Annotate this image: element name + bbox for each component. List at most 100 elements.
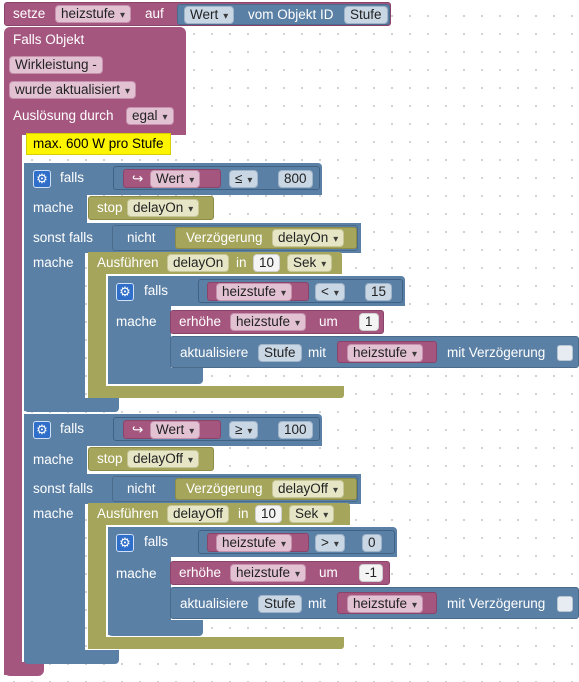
falls-label: falls <box>144 534 169 549</box>
timer-name-field[interactable]: delayOn <box>167 254 230 272</box>
operator-dropdown[interactable]: < <box>315 283 345 301</box>
stop-timer-block[interactable]: stop delayOff <box>88 447 214 471</box>
compare-number[interactable]: 15 <box>365 283 393 301</box>
timer-dropdown[interactable]: delayOn <box>127 199 200 217</box>
trigger-condition-dropdown[interactable]: wurde aktualisiert <box>9 81 137 99</box>
gear-icon[interactable]: ⚙ <box>116 283 134 301</box>
threshold-number[interactable]: 800 <box>278 170 313 188</box>
vom-objekt-label: vom Objekt ID <box>248 7 334 22</box>
operator-dropdown[interactable]: > <box>315 534 345 552</box>
mit-label: mit <box>308 596 326 611</box>
unit-dropdown[interactable]: Sek <box>287 254 333 272</box>
mache-label: mache <box>33 452 74 467</box>
comment-block[interactable]: max. 600 W pro Stufe <box>26 133 171 155</box>
compare-number[interactable]: 0 <box>362 534 382 552</box>
operator-dropdown[interactable]: ≤ <box>229 170 259 188</box>
trigger-value-block[interactable]: ↪ Wert <box>123 420 221 439</box>
value-dropdown[interactable]: Wert <box>150 421 201 439</box>
mache-label: mache <box>116 314 157 329</box>
timeout-block-left <box>88 252 106 398</box>
trigger-value-block[interactable]: ↪ Wert <box>123 169 221 188</box>
stop-label: stop <box>97 451 123 466</box>
not-block[interactable]: nicht Verzögerung delayOff <box>112 476 358 502</box>
if-block-1-mache-row <box>24 194 87 224</box>
in-label: in <box>236 255 247 270</box>
not-block[interactable]: nicht Verzögerung delayOn <box>112 225 358 251</box>
state-id-field[interactable]: Stufe <box>258 344 302 362</box>
delay-number[interactable]: 10 <box>255 505 283 523</box>
unit-dropdown[interactable]: Sek <box>289 505 335 523</box>
gear-icon[interactable]: ⚙ <box>33 421 51 439</box>
mit-label: mit <box>308 345 326 360</box>
compare-block[interactable]: ↪ Wert ≥ 100 <box>113 417 320 441</box>
delay-checkbox[interactable] <box>557 345 573 361</box>
variable-dropdown[interactable]: heizstufe <box>216 283 293 301</box>
falls-label: falls <box>60 170 85 185</box>
variable-dropdown[interactable]: heizstufe <box>347 344 424 362</box>
falls-label: falls <box>60 421 85 436</box>
update-state-block[interactable]: aktualisiere Stufe mit heizstufe mit Ver… <box>170 336 579 368</box>
variable-dropdown[interactable]: heizstufe <box>55 5 132 23</box>
aktualisiere-label: aktualisiere <box>180 345 249 360</box>
variable-dropdown[interactable]: heizstufe <box>216 534 293 552</box>
falls-label: falls <box>144 283 169 298</box>
timer-dropdown[interactable]: delayOff <box>272 480 345 498</box>
erhoehe-label: erhöhe <box>179 565 222 580</box>
variable-dropdown[interactable]: heizstufe <box>347 595 424 613</box>
timer-running-block[interactable]: Verzögerung delayOff <box>175 478 357 500</box>
ausfuehren-label: Ausführen <box>97 255 159 270</box>
step-number[interactable]: 1 <box>359 313 379 331</box>
state-id-field[interactable]: Stufe <box>258 595 302 613</box>
aktualisiere-label: aktualisiere <box>180 596 249 611</box>
mache-label: mache <box>33 506 74 521</box>
delay-number[interactable]: 10 <box>253 254 281 272</box>
nicht-label: nicht <box>127 481 156 496</box>
stop-timer-block[interactable]: stop delayOn <box>88 196 214 220</box>
step-number[interactable]: -1 <box>359 564 384 582</box>
variable-get-block[interactable]: heizstufe <box>337 341 437 363</box>
mache-label: mache <box>33 255 74 270</box>
um-label: um <box>319 565 338 580</box>
timer-running-block[interactable]: Verzögerung delayOn <box>175 227 357 249</box>
variable-get-block[interactable]: heizstufe <box>207 282 309 301</box>
timeout-block-bottom <box>88 386 344 398</box>
increment-block[interactable]: erhöhe heizstufe um 1 <box>170 310 384 334</box>
falls-objekt-label: Falls Objekt <box>13 32 85 47</box>
threshold-number[interactable]: 100 <box>278 421 313 439</box>
timeout-block-bottom <box>88 637 344 649</box>
object-id-field[interactable]: Stufe <box>344 6 388 24</box>
erhoehe-label: erhöhe <box>179 314 222 329</box>
variable-dropdown[interactable]: heizstufe <box>230 564 307 582</box>
inner-if-block-2-bottom <box>108 620 203 636</box>
inner-compare-block[interactable]: heizstufe < 15 <box>198 279 403 303</box>
compare-block[interactable]: ↪ Wert ≤ 800 <box>113 166 320 190</box>
increment-block[interactable]: erhöhe heizstufe um -1 <box>170 561 390 585</box>
set-variable-block[interactable]: setze heizstufe auf Wert vom Objekt ID S… <box>4 2 391 26</box>
timer-dropdown[interactable]: delayOff <box>127 450 200 468</box>
mache-label: mache <box>33 200 74 215</box>
ausloesung-label: Auslösung durch <box>13 108 114 123</box>
mache-label: mache <box>116 566 157 581</box>
delay-checkbox[interactable] <box>557 596 573 612</box>
get-value-block[interactable]: Wert vom Objekt ID Stufe <box>177 4 390 25</box>
operator-dropdown[interactable]: ≥ <box>229 421 259 439</box>
timer-dropdown[interactable]: delayOn <box>272 229 345 247</box>
stop-label: stop <box>97 200 123 215</box>
inner-compare-block[interactable]: heizstufe > 0 <box>198 530 395 554</box>
variable-get-block[interactable]: heizstufe <box>207 533 309 552</box>
setze-label: setze <box>13 6 46 21</box>
update-state-block[interactable]: aktualisiere Stufe mit heizstufe mit Ver… <box>170 587 579 619</box>
gear-icon[interactable]: ⚙ <box>116 534 134 552</box>
nicht-label: nicht <box>127 230 156 245</box>
timer-name-field[interactable]: delayOff <box>167 505 230 523</box>
property-dropdown[interactable]: Wert <box>184 6 235 24</box>
value-dropdown[interactable]: Wert <box>150 170 201 188</box>
variable-dropdown[interactable]: heizstufe <box>230 313 307 331</box>
verzoegerung-label: Verzögerung <box>186 481 263 496</box>
variable-get-block[interactable]: heizstufe <box>337 592 437 614</box>
verzoegerung-label: Verzögerung <box>186 230 263 245</box>
if-block-2-mache-row <box>24 445 87 475</box>
gear-icon[interactable]: ⚙ <box>33 170 51 188</box>
trigger-object-field[interactable]: Wirkleistung - <box>9 56 103 74</box>
ausloesung-dropdown[interactable]: egal <box>126 107 174 125</box>
